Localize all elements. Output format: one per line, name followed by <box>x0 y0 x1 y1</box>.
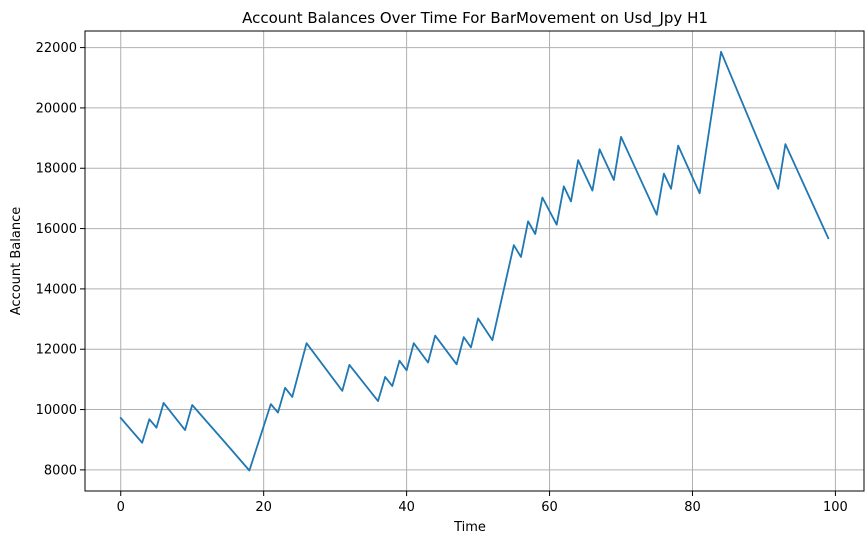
y-tick-label: 18000 <box>36 162 77 177</box>
x-tick-label: 80 <box>684 500 701 515</box>
y-axis-label: Account Balance <box>9 207 24 315</box>
x-axis-label: Time <box>453 520 486 535</box>
y-tick-label: 16000 <box>36 222 77 237</box>
y-tick-label: 22000 <box>36 41 77 56</box>
y-tick-label: 20000 <box>36 101 77 116</box>
x-tick-label: 100 <box>823 500 848 515</box>
y-tick-label: 14000 <box>36 282 77 297</box>
x-tick-label: 0 <box>117 500 125 515</box>
series-group <box>119 50 830 472</box>
grid-lines <box>85 31 864 491</box>
y-tick-label: 10000 <box>36 403 77 418</box>
chart-title: Account Balances Over Time For BarMoveme… <box>242 9 708 28</box>
plot-frame <box>84 30 865 492</box>
y-tick-label: 12000 <box>36 343 77 358</box>
x-tick-label: 20 <box>255 500 272 515</box>
y-tick-label: 8000 <box>44 463 77 478</box>
balance-line <box>119 50 830 472</box>
axis-ticks: 0 20 40 60 80 100 8000 10000 12000 14000 16000 1800… <box>36 41 848 515</box>
x-tick-label: 40 <box>398 500 415 515</box>
x-tick-label: 60 <box>541 500 558 515</box>
